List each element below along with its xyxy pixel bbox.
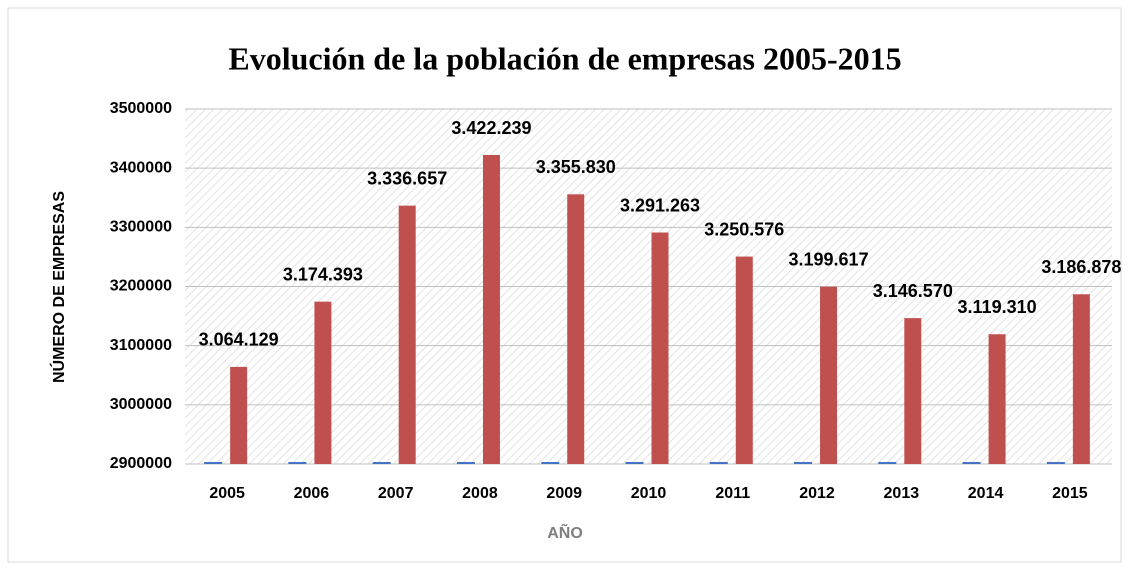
bar [567,194,585,464]
y-tick-label: 3100000 [110,337,172,354]
y-tick-label: 3200000 [110,278,172,295]
x-tick-label: 2007 [378,485,414,502]
x-tick-label: 2014 [968,485,1004,502]
data-label: 3.422.239 [451,118,531,138]
data-label: 3.355.830 [536,157,616,177]
bar [541,462,560,464]
y-tick-label: 3000000 [110,396,172,413]
bar [794,462,813,464]
x-tick-label: 2010 [631,485,667,502]
data-label: 3.146.570 [873,281,953,301]
y-axis-label: NÚMERO DE EMPRESAS [49,191,68,383]
bar [288,462,307,464]
bar [456,462,475,464]
y-tick-label: 3400000 [110,159,172,176]
bar [904,318,922,464]
bar [398,205,416,465]
x-tick-label: 2015 [1052,485,1088,502]
y-tick-label: 2900000 [110,455,172,472]
bar [314,301,332,464]
y-tick-label: 3500000 [110,100,172,117]
x-tick-label: 2009 [546,485,582,502]
x-axis-label: AÑO [547,522,583,542]
data-label: 3.250.576 [704,219,784,239]
bar [204,462,223,464]
x-tick-label: 2011 [715,485,750,502]
data-label: 3.119.310 [958,297,1037,317]
bar [878,462,897,464]
x-tick-label: 2013 [884,485,920,502]
data-label: 3.064.129 [199,330,279,350]
data-label: 3.291.263 [620,195,700,215]
data-label: 3.174.393 [283,264,363,284]
data-label: 3.199.617 [789,249,869,269]
bar [820,286,838,464]
data-label: 3.186.878 [1041,257,1121,277]
bar [988,334,1006,464]
bar [962,462,981,464]
bar [1072,294,1090,464]
x-tick-label: 2008 [462,485,498,502]
bar [651,232,669,464]
bar [735,256,753,464]
bar [372,462,391,464]
bar [230,366,248,464]
x-tick-label: 2006 [294,485,330,502]
data-label: 3.336.657 [367,168,447,188]
x-tick-label: 2005 [209,485,245,502]
bar [482,155,500,464]
bar [1046,462,1065,464]
bar [709,462,728,464]
x-tick-label: 2012 [799,485,835,502]
chart-title: Evolución de la población de empresas 20… [228,40,901,76]
bar [625,462,644,464]
y-tick-label: 3300000 [110,219,172,236]
